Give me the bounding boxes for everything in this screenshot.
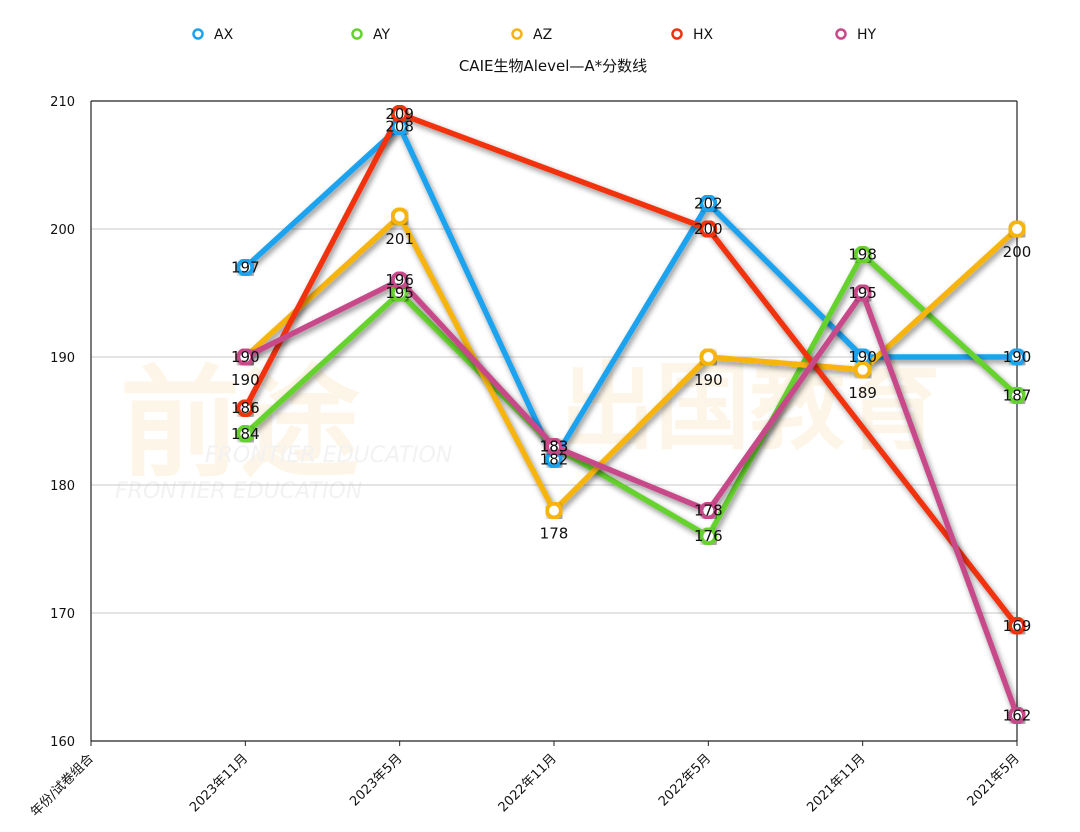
series-points bbox=[236, 104, 1026, 725]
data-label-ax: 182 bbox=[540, 450, 569, 468]
data-point-ay bbox=[853, 245, 872, 264]
data-point-hx bbox=[390, 104, 409, 123]
legend-marker bbox=[351, 28, 363, 40]
data-label-ay: 183 bbox=[540, 438, 569, 456]
x-tick-label: 2022年5月 bbox=[656, 751, 714, 809]
y-tick-label: 180 bbox=[50, 479, 75, 494]
data-point-az bbox=[853, 360, 872, 379]
x-tick-label: 2021年11月 bbox=[804, 751, 868, 815]
legend-marker bbox=[835, 28, 847, 40]
legend-item-hx: HX bbox=[671, 27, 714, 43]
data-point-hx bbox=[1008, 616, 1026, 635]
data-label-ay: 184 bbox=[231, 425, 260, 443]
series-line-az bbox=[242, 213, 1020, 514]
data-label-az: 190 bbox=[694, 371, 723, 389]
data-label-az: 190 bbox=[231, 371, 260, 389]
data-label-hx: 169 bbox=[1003, 617, 1032, 635]
data-point-hy bbox=[236, 348, 255, 366]
data-label-ay: 187 bbox=[1003, 386, 1032, 404]
x-tick-label: 2022年11月 bbox=[496, 751, 560, 815]
data-label-hy: 190 bbox=[231, 348, 260, 366]
legend-label: HY bbox=[857, 27, 877, 43]
series-line-ay bbox=[242, 251, 1020, 539]
chart-title: CAIE生物Alevel—A*分数线 bbox=[459, 57, 647, 75]
data-label-hy: 162 bbox=[1003, 706, 1032, 724]
data-label-az: 200 bbox=[1003, 243, 1032, 261]
series-lines bbox=[242, 111, 1020, 719]
data-label-az: 189 bbox=[848, 384, 877, 402]
data-point-ax bbox=[236, 258, 255, 277]
data-point-ax bbox=[1008, 348, 1026, 366]
data-point-hx bbox=[699, 220, 718, 238]
data-point-ay bbox=[236, 424, 255, 443]
data-label-ax: 190 bbox=[1003, 348, 1032, 366]
series-line-hy bbox=[242, 277, 1020, 719]
y-tick-label: 200 bbox=[50, 223, 75, 238]
data-label-hy: 196 bbox=[385, 271, 414, 289]
watermark-brand-en-2: FRONTIER EDUCATION bbox=[115, 479, 362, 504]
data-point-az bbox=[699, 348, 718, 366]
x-tick-labels: 年份/试卷组合 2023年11月 2023年5月 2022年11月 2022年5月 202… bbox=[27, 751, 1023, 821]
legend: AX AY AZ HX HY bbox=[192, 27, 877, 43]
legend-label: AX bbox=[214, 27, 234, 43]
legend-item-ax: AX bbox=[192, 27, 234, 43]
data-label-az: 201 bbox=[385, 230, 414, 248]
axes bbox=[90, 100, 1018, 746]
watermark-brand-cn-left: 前途 bbox=[120, 355, 360, 494]
data-point-ax bbox=[699, 194, 718, 213]
legend-marker bbox=[511, 28, 523, 40]
data-point-hy bbox=[1008, 706, 1026, 725]
data-label-hx: 209 bbox=[385, 105, 414, 123]
x-tick-label: 2021年5月 bbox=[965, 751, 1023, 809]
data-point-hy bbox=[390, 271, 409, 290]
y-tick-labels: 160 170 180 190 200 210 bbox=[50, 95, 75, 750]
data-label-ax: 197 bbox=[231, 258, 260, 276]
x-tick-label: 2023年5月 bbox=[347, 751, 405, 809]
data-label-ax: 190 bbox=[848, 348, 877, 366]
data-labels: 197 208 182 202 190 190 184 195 183 176 198 187 190 2… bbox=[231, 105, 1031, 725]
series-line-hx bbox=[242, 111, 1020, 629]
data-label-az: 178 bbox=[540, 525, 569, 543]
x-tick-label: 年份/试卷组合 bbox=[27, 751, 97, 821]
data-point-hx bbox=[236, 399, 255, 418]
y-tick-label: 170 bbox=[50, 607, 75, 622]
legend-item-az: AZ bbox=[511, 27, 552, 43]
data-point-az bbox=[390, 207, 409, 226]
data-label-ax: 202 bbox=[694, 194, 723, 212]
legend-marker bbox=[192, 28, 204, 40]
data-point-az bbox=[545, 501, 563, 520]
x-tick-label: 2023年11月 bbox=[187, 751, 251, 815]
data-label-ay: 176 bbox=[694, 527, 723, 545]
legend-label: AY bbox=[373, 27, 390, 43]
legend-marker bbox=[671, 28, 683, 40]
y-tick-label: 190 bbox=[50, 351, 75, 366]
legend-item-hy: HY bbox=[835, 27, 877, 43]
data-point-hy bbox=[699, 501, 718, 520]
data-point-ay bbox=[699, 527, 718, 546]
data-label-hy: 178 bbox=[694, 502, 723, 520]
watermark: 前途 出国教育 FRONTIER EDUCATION FRONTIER EDUC… bbox=[115, 353, 940, 504]
data-point-az bbox=[1008, 220, 1026, 238]
data-label-hy: 183 bbox=[540, 438, 569, 456]
data-label-ay: 195 bbox=[385, 284, 414, 302]
data-point-hy bbox=[853, 284, 872, 302]
data-label-hx: 200 bbox=[694, 220, 723, 238]
data-point-hy bbox=[545, 437, 563, 456]
data-label-hx: 186 bbox=[231, 399, 260, 417]
legend-label: HX bbox=[693, 27, 714, 43]
watermark-brand-en: FRONTIER EDUCATION bbox=[205, 443, 452, 468]
data-label-ax: 208 bbox=[385, 118, 414, 136]
legend-label: AZ bbox=[533, 27, 552, 43]
data-label-ay: 198 bbox=[848, 246, 877, 264]
y-tick-label: 160 bbox=[50, 735, 75, 750]
legend-item-ay: AY bbox=[351, 27, 390, 43]
y-tick-label: 210 bbox=[50, 95, 75, 110]
data-label-hy: 195 bbox=[848, 284, 877, 302]
data-point-ay bbox=[1008, 386, 1026, 405]
